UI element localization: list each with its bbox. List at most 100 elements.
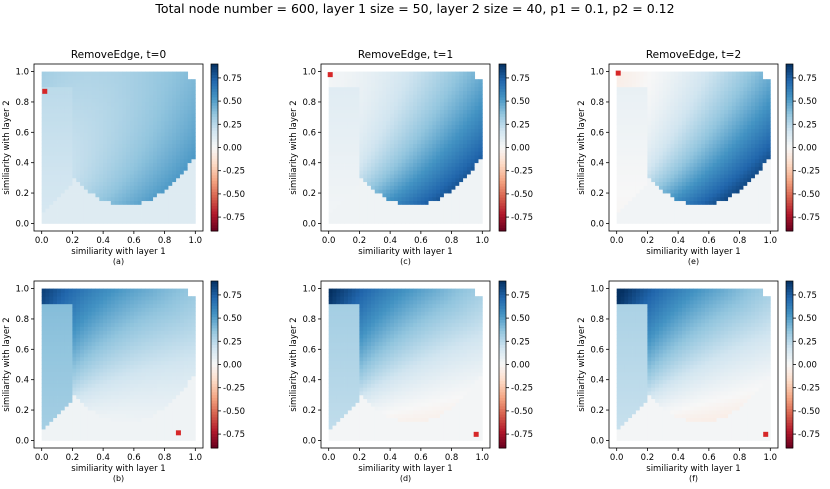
heatmap-cell xyxy=(60,151,66,156)
heatmap-cell xyxy=(145,174,150,179)
heatmap-cell xyxy=(76,193,81,198)
heatmap-cell xyxy=(110,208,116,213)
heatmap-cell xyxy=(344,147,349,152)
heatmap-cell xyxy=(137,98,142,103)
heatmap-cell xyxy=(635,117,641,122)
heatmap-cell xyxy=(405,208,410,213)
heatmap-cell xyxy=(428,158,433,164)
heatmap-cell xyxy=(53,79,58,84)
heatmap-cell xyxy=(53,200,58,205)
heatmap-cell xyxy=(172,166,177,171)
heatmap-cell xyxy=(344,75,349,80)
heatmap-cell xyxy=(708,143,714,148)
heatmap-cell xyxy=(639,204,644,209)
heatmap-cell xyxy=(432,200,437,205)
heatmap-cell xyxy=(336,162,341,167)
heatmap-cell xyxy=(378,132,383,137)
heatmap-cell xyxy=(133,143,139,148)
heatmap-cell xyxy=(635,79,641,84)
heatmap-cell xyxy=(164,158,169,164)
heatmap-cell xyxy=(451,105,456,110)
heatmap-cell xyxy=(137,101,142,107)
heatmap-cell xyxy=(724,162,729,167)
heatmap-cell xyxy=(440,71,445,76)
heatmap-cell xyxy=(103,215,108,221)
heatmap-cell xyxy=(41,185,46,190)
heatmap-cell xyxy=(53,155,58,160)
heatmap-cell xyxy=(72,200,77,205)
heatmap-cell xyxy=(455,79,460,84)
heatmap-cell xyxy=(145,181,150,186)
heatmap-cell xyxy=(751,128,756,133)
heatmap-cell xyxy=(735,120,740,126)
heatmap-cell xyxy=(332,124,337,129)
heatmap-cell xyxy=(643,124,648,129)
heatmap-cell xyxy=(670,212,675,217)
heatmap-cell xyxy=(447,132,452,137)
heatmap-cell xyxy=(340,174,345,179)
heatmap-cell xyxy=(428,105,433,110)
heatmap-cell xyxy=(762,147,767,152)
heatmap-cell xyxy=(735,98,740,103)
heatmap-cell xyxy=(83,212,89,217)
heatmap-cell xyxy=(658,117,664,122)
heatmap-cell xyxy=(164,185,169,190)
heatmap-cell xyxy=(386,98,391,103)
heatmap-cell xyxy=(432,117,437,122)
heatmap-cell xyxy=(678,132,683,137)
heatmap-cell xyxy=(428,193,433,198)
heatmap-cell xyxy=(126,128,131,133)
heatmap-cell xyxy=(149,75,154,80)
heatmap-cell xyxy=(370,166,376,171)
heatmap-cell xyxy=(156,193,162,198)
heatmap-cell xyxy=(176,109,181,114)
heatmap-cell xyxy=(724,196,729,202)
heatmap-cell xyxy=(632,90,637,95)
heatmap-cell xyxy=(720,128,725,133)
heatmap-cell xyxy=(743,166,748,171)
colorbar-segment xyxy=(499,91,506,96)
heatmap-cell xyxy=(41,136,46,141)
heatmap-cell xyxy=(156,75,162,80)
heatmap-cell xyxy=(87,155,93,160)
heatmap-cell xyxy=(670,204,675,209)
heatmap-cell xyxy=(662,105,668,110)
heatmap-cell xyxy=(762,79,767,84)
heatmap-cell xyxy=(739,71,744,76)
heatmap-cell xyxy=(87,75,93,80)
heatmap-cell xyxy=(689,212,694,217)
heatmap-cell xyxy=(176,193,181,198)
heatmap-cell xyxy=(616,109,621,114)
heatmap-cell xyxy=(701,189,706,194)
heatmap-cell xyxy=(145,200,150,205)
heatmap-cell xyxy=(187,166,192,171)
heatmap-cell xyxy=(424,98,429,103)
heatmap-cell xyxy=(141,94,146,99)
heatmap-cell xyxy=(328,196,333,202)
heatmap-cell xyxy=(455,94,460,99)
heatmap-cell xyxy=(455,71,460,76)
heatmap-cell xyxy=(643,71,648,76)
colorbar-segment xyxy=(211,80,218,84)
heatmap-cell xyxy=(751,86,756,91)
heatmap-cell xyxy=(156,71,162,76)
heatmap-cell xyxy=(424,158,429,164)
heatmap-cell xyxy=(443,71,449,76)
heatmap-cell xyxy=(743,101,748,107)
heatmap-cell xyxy=(436,75,441,80)
heatmap-cell xyxy=(64,139,69,145)
heatmap-cell xyxy=(620,143,625,148)
heatmap-cell xyxy=(455,147,460,152)
heatmap-cell xyxy=(639,94,644,99)
heatmap-cell xyxy=(110,177,116,183)
heatmap-cell xyxy=(662,162,668,167)
heatmap-cell xyxy=(651,208,656,213)
heatmap-cell xyxy=(743,162,748,167)
colorbar-segment xyxy=(211,172,218,176)
heatmap-cell xyxy=(681,189,687,194)
heatmap-cell xyxy=(743,105,748,110)
heatmap-cell xyxy=(647,75,652,80)
heatmap-cell xyxy=(191,113,196,118)
heatmap-cell xyxy=(114,109,119,114)
heatmap-cell xyxy=(409,105,414,110)
